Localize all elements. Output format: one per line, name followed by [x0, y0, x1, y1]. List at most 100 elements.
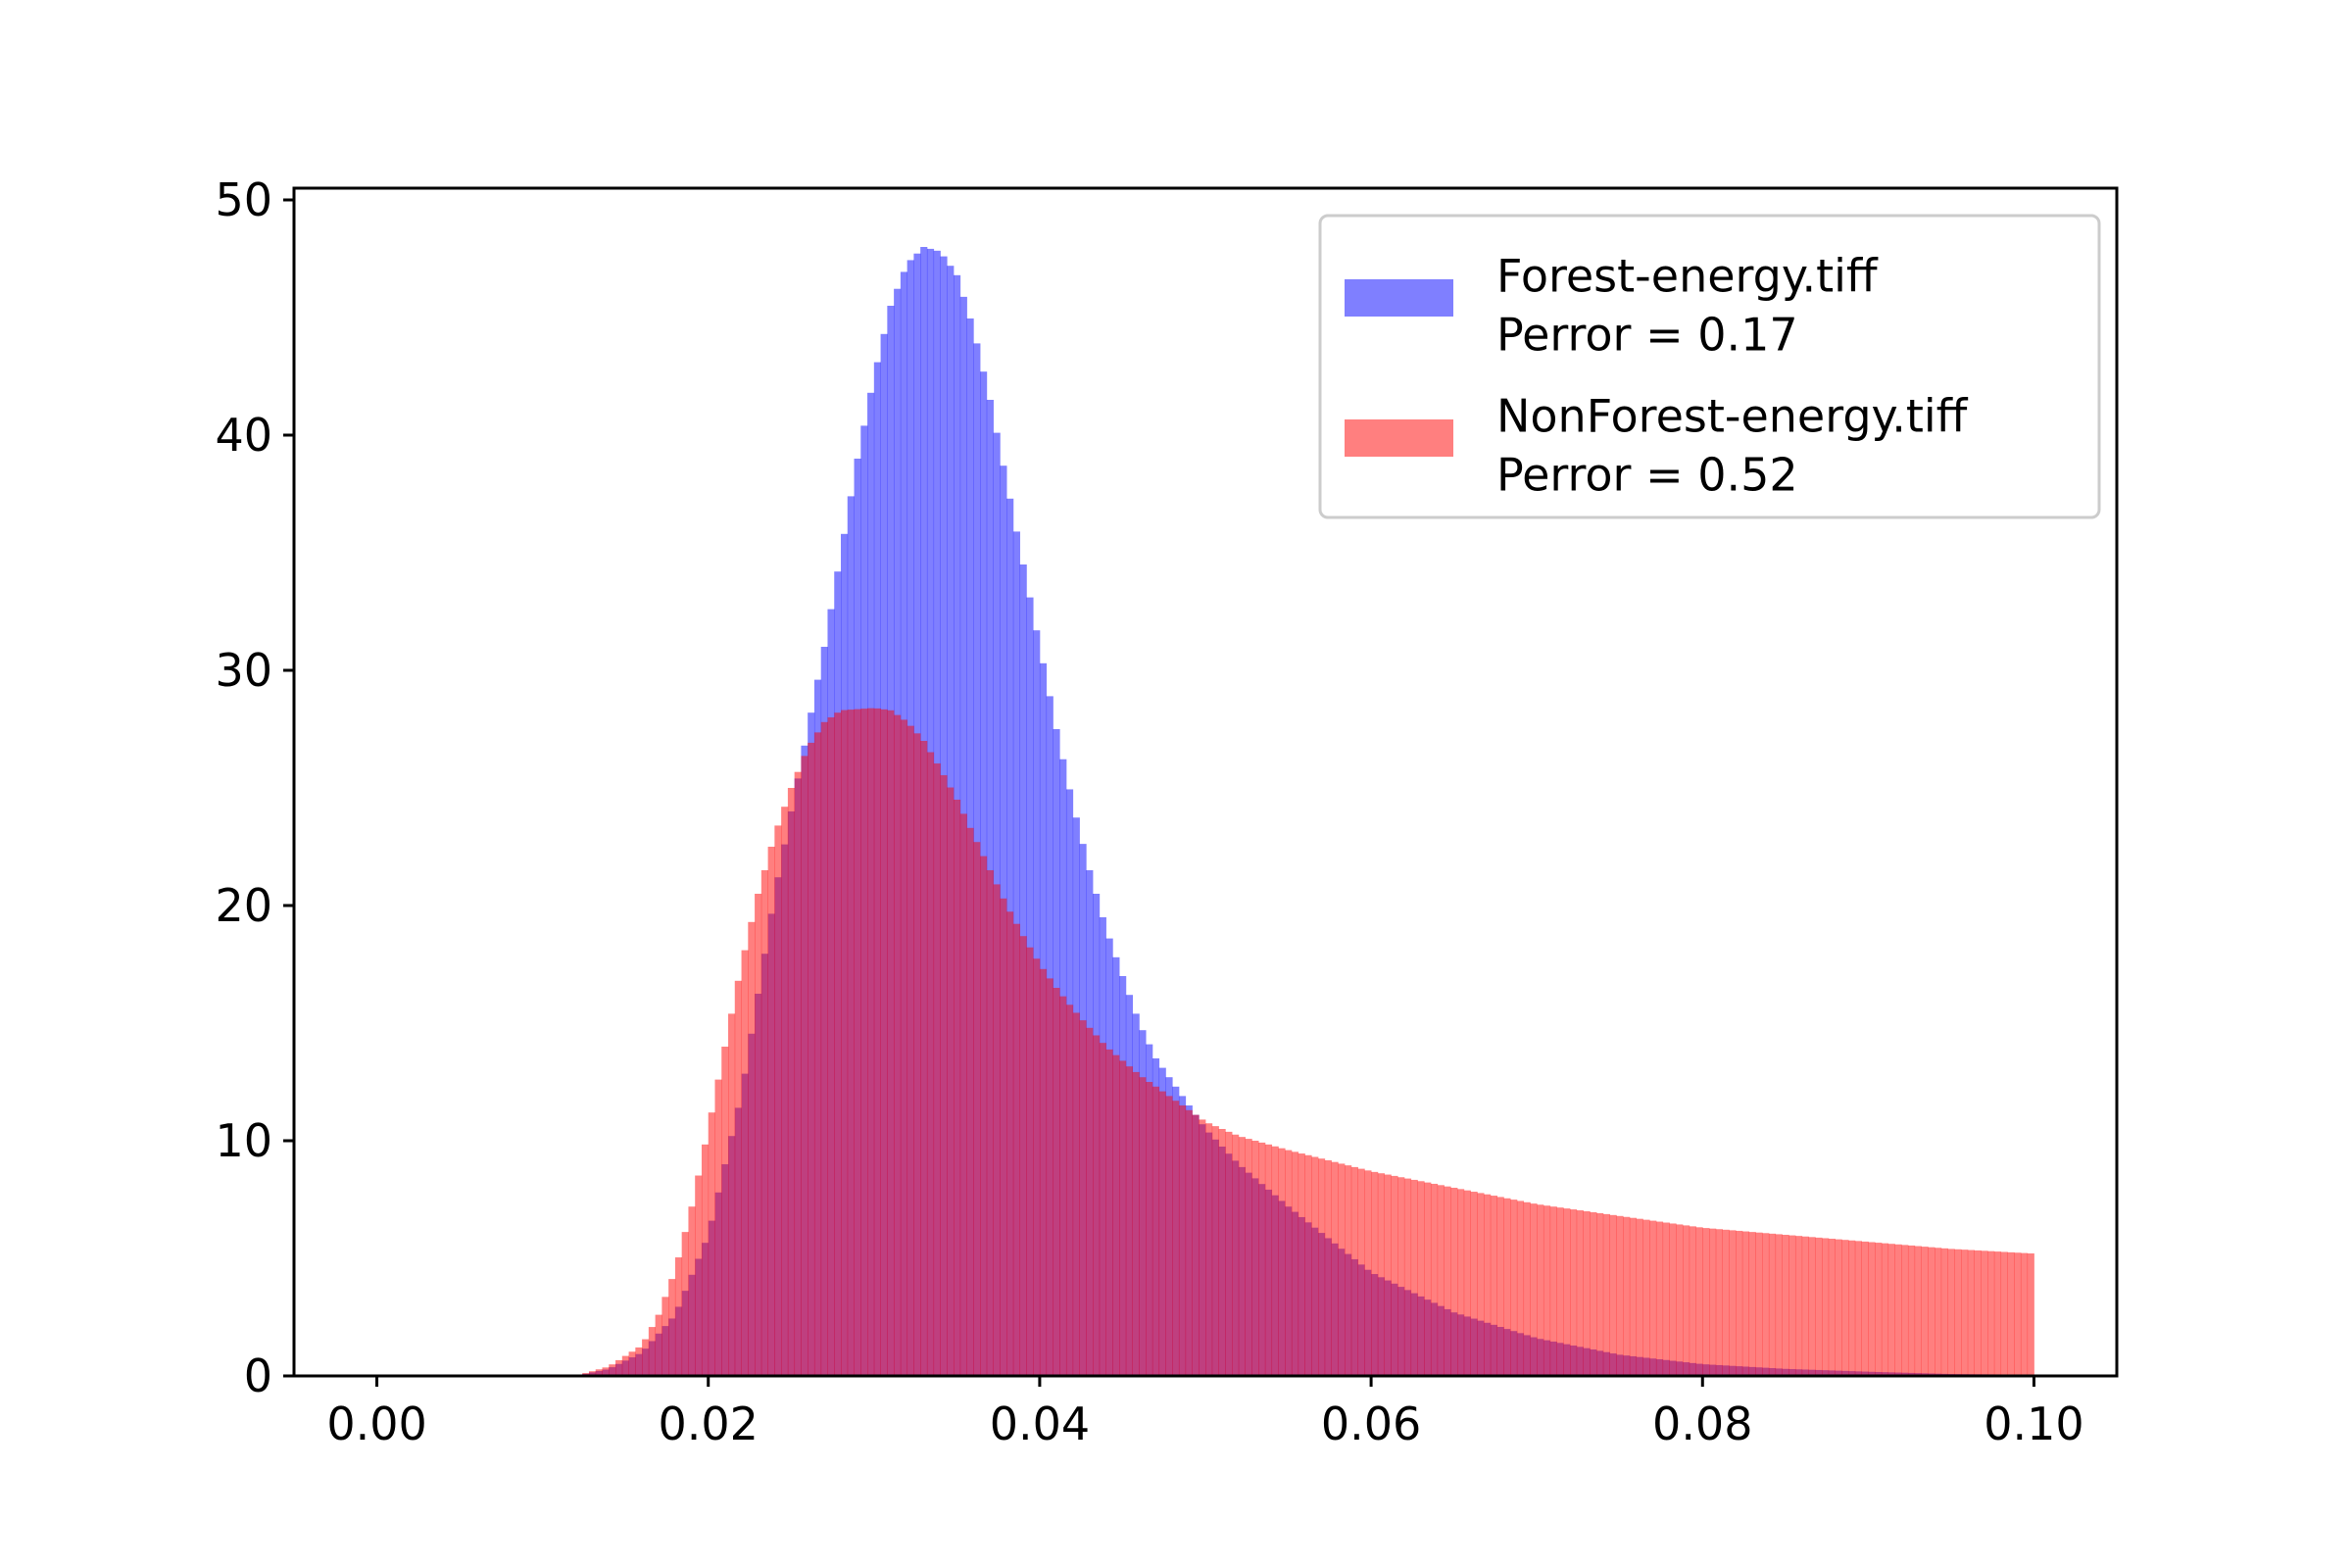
nonforest-bar: [1093, 1035, 1101, 1376]
nonforest-bar: [1549, 1206, 1557, 1376]
y-axis: 0 10 20 30 40 50: [215, 173, 294, 1402]
nonforest-bar: [2020, 1252, 2029, 1376]
nonforest-bar: [940, 775, 948, 1376]
nonforest-bar: [609, 1364, 616, 1376]
nonforest-bar: [1881, 1243, 1889, 1376]
nonforest-bar: [1125, 1066, 1133, 1376]
nonforest-bar: [1974, 1250, 1982, 1376]
nonforest-bar: [894, 714, 902, 1376]
nonforest-bar: [1291, 1152, 1299, 1376]
nonforest-bar: [1350, 1166, 1358, 1376]
nonforest-bar: [953, 800, 961, 1376]
nonforest-bar: [1755, 1232, 1763, 1376]
nonforest-bar: [1026, 947, 1034, 1376]
nonforest-bar: [1894, 1244, 1902, 1376]
nonforest-bar: [1437, 1185, 1445, 1376]
nonforest-bar: [860, 709, 868, 1376]
nonforest-bar: [787, 788, 796, 1376]
nonforest-bar: [1709, 1228, 1717, 1376]
nonforest-bar: [1590, 1211, 1597, 1376]
x-tick-label: 0.04: [990, 1397, 1090, 1450]
nonforest-bar: [1377, 1173, 1386, 1376]
nonforest-bar: [602, 1367, 610, 1376]
nonforest-bar: [1875, 1243, 1883, 1376]
nonforest-bar: [1172, 1101, 1180, 1376]
nonforest-bar: [1576, 1210, 1584, 1376]
nonforest-bar: [1238, 1137, 1246, 1376]
nonforest-bar: [993, 884, 1001, 1376]
nonforest-bar: [1059, 996, 1067, 1376]
nonforest-bar: [1583, 1211, 1591, 1376]
nonforest-bar: [1245, 1139, 1252, 1376]
nonforest-bar: [1563, 1208, 1571, 1376]
legend-perror-nonforest: Perror = 0.52: [1496, 449, 1798, 502]
nonforest-bar: [588, 1371, 597, 1376]
nonforest-bar: [973, 842, 981, 1376]
nonforest-bar: [1496, 1197, 1504, 1376]
nonforest-bar: [1523, 1201, 1531, 1376]
nonforest-bar: [1503, 1198, 1511, 1376]
nonforest-bar: [1788, 1235, 1796, 1376]
nonforest-bar: [635, 1347, 643, 1376]
nonforest-bar: [708, 1112, 715, 1376]
nonforest-bar: [1722, 1229, 1730, 1376]
nonforest-bar: [1987, 1250, 1995, 1376]
nonforest-bar: [1391, 1175, 1398, 1376]
nonforest-bar: [695, 1175, 703, 1376]
legend: Forest-energy.tiff Perror = 0.17 NonFore…: [1318, 214, 2101, 519]
nonforest-bar: [1105, 1049, 1113, 1376]
nonforest-bar: [1556, 1207, 1564, 1376]
nonforest-bar: [1689, 1226, 1696, 1376]
nonforest-bar: [721, 1047, 729, 1376]
nonforest-bar: [926, 752, 935, 1376]
nonforest-bar: [1822, 1238, 1830, 1376]
nonforest-bar: [1715, 1229, 1723, 1376]
nonforest-bar: [615, 1359, 623, 1376]
nonforest-bar: [1636, 1218, 1643, 1376]
nonforest-bar: [1225, 1131, 1233, 1376]
nonforest-bar: [1112, 1054, 1120, 1376]
nonforest-bar: [1165, 1096, 1173, 1376]
nonforest-bar: [714, 1079, 722, 1376]
nonforest-bar: [1947, 1249, 1955, 1376]
nonforest-bar: [1921, 1247, 1929, 1376]
nonforest-bar: [1338, 1163, 1346, 1376]
nonforest-bar: [827, 717, 835, 1376]
nonforest-bar: [801, 756, 808, 1376]
nonforest-bar: [621, 1355, 629, 1376]
nonforest-bar: [1450, 1188, 1458, 1376]
y-tick-label: 30: [215, 644, 272, 697]
nonforest-bar: [1642, 1219, 1650, 1376]
nonforest-bar: [1808, 1237, 1816, 1376]
nonforest-bar: [1317, 1158, 1326, 1376]
nonforest-bar: [1629, 1217, 1638, 1376]
nonforest-bar: [1961, 1250, 1969, 1376]
nonforest-bar: [681, 1232, 689, 1376]
nonforest-bar: [813, 732, 822, 1376]
nonforest-bar: [873, 708, 881, 1376]
nonforest-bar: [1748, 1232, 1756, 1376]
nonforest-bar: [642, 1339, 650, 1376]
nonforest-bar: [1828, 1239, 1836, 1376]
nonforest-bar: [595, 1369, 603, 1376]
nonforest-bar: [913, 733, 921, 1376]
nonforest-bar: [1019, 936, 1027, 1376]
nonforest-bar: [1424, 1182, 1432, 1376]
legend-swatch-forest: [1345, 279, 1453, 317]
nonforest-bar: [760, 870, 768, 1376]
nonforest-bar: [1623, 1216, 1631, 1376]
nonforest-bar: [1397, 1177, 1405, 1376]
nonforest-bar: [1537, 1204, 1544, 1376]
nonforest-bar: [1861, 1241, 1869, 1376]
nonforest-bar: [1139, 1077, 1147, 1376]
nonforest-bar: [1602, 1213, 1610, 1376]
nonforest-bar: [628, 1351, 636, 1376]
nonforest-bar: [1616, 1215, 1624, 1376]
x-tick-label: 0.02: [659, 1397, 759, 1450]
x-tick-label: 0.00: [326, 1397, 426, 1450]
nonforest-bar: [1470, 1192, 1478, 1376]
nonforest-bar: [1072, 1012, 1080, 1376]
legend-perror-forest: Perror = 0.17: [1496, 309, 1798, 362]
nonforest-bar: [1417, 1181, 1425, 1376]
